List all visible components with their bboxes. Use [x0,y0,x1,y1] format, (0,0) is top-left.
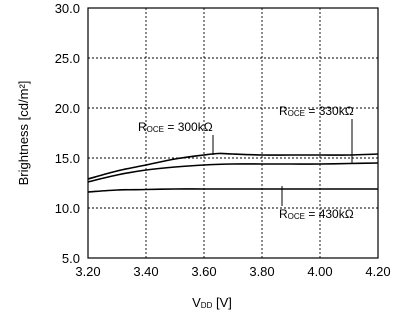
x-tick-label: 3.40 [133,264,158,279]
x-tick-label: 3.60 [191,264,216,279]
y-axis-title: Brightness [cd/m²] [16,81,31,186]
y-tick-label: 10.0 [55,201,80,216]
tick-labels: 3.20 3.40 3.60 3.80 4.00 4.20 5.0 10.0 15.0 20.0 2… [55,1,391,279]
y-tick-label: 30.0 [55,1,80,16]
x-tick-label: 3.20 [75,264,100,279]
y-tick-label: 5.0 [62,251,80,266]
label-leaders [212,119,353,206]
y-tick-label: 20.0 [55,101,80,116]
grid-lines [88,8,378,258]
y-tick-label: 15.0 [55,151,80,166]
series-line-330k [87,162,379,183]
y-tick-label: 25.0 [55,51,80,66]
label-300k: ROCE = 300kΩ [138,120,213,134]
series-line-430k [87,188,378,193]
x-tick-label: 4.20 [365,264,390,279]
series-lines [87,152,379,193]
series-annotations: ROCE = 300kΩ ROCE = 330kΩ ROCE = 430kΩ [138,104,354,221]
label-330k: ROCE = 330kΩ [279,104,354,118]
plot-frame [87,7,379,259]
label-430k: ROCE = 430kΩ [279,207,354,221]
x-tick-label: 4.00 [307,264,332,279]
series-line-300k [87,152,379,180]
x-tick-label: 3.80 [249,264,274,279]
x-axis-title: VDD [V] [192,295,232,310]
